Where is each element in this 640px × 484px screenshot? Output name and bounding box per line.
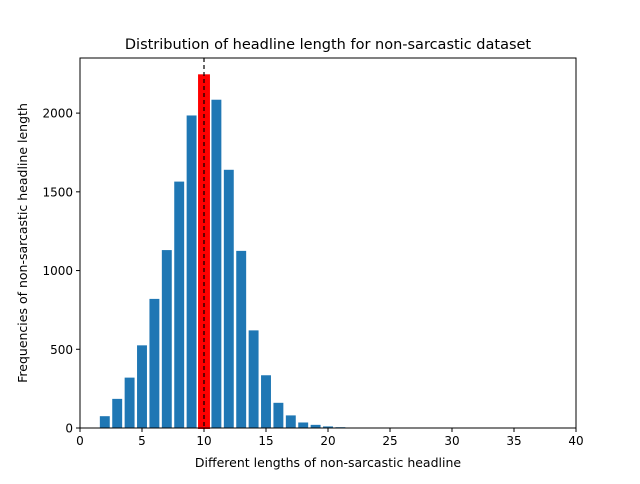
bar-length-13 bbox=[236, 251, 246, 428]
bar-length-17 bbox=[286, 415, 296, 428]
bar-length-11 bbox=[211, 100, 221, 428]
y-axis-label: Frequencies of non-sarcastic headline le… bbox=[15, 103, 30, 383]
y-tick-label: 1000 bbox=[42, 264, 73, 278]
bar-length-6 bbox=[149, 299, 159, 428]
x-tick-label: 15 bbox=[258, 434, 273, 448]
x-tick-label: 10 bbox=[196, 434, 211, 448]
x-tick-label: 25 bbox=[382, 434, 397, 448]
bar-length-4 bbox=[125, 378, 135, 428]
bar-length-3 bbox=[112, 399, 122, 428]
x-axis-label: Different lengths of non-sarcastic headl… bbox=[195, 455, 461, 470]
y-tick-label: 1500 bbox=[42, 185, 73, 199]
bar-length-9 bbox=[187, 115, 197, 428]
bar-length-2 bbox=[100, 416, 110, 428]
bar-length-15 bbox=[261, 375, 271, 428]
y-tick-label: 2000 bbox=[42, 107, 73, 121]
chart-title: Distribution of headline length for non-… bbox=[125, 37, 532, 53]
y-tick-label: 0 bbox=[65, 422, 73, 436]
bar-length-14 bbox=[249, 330, 259, 428]
bar-length-18 bbox=[298, 422, 308, 428]
y-tick-label: 500 bbox=[50, 343, 73, 357]
bar-length-7 bbox=[162, 250, 172, 428]
x-tick-label: 30 bbox=[444, 434, 459, 448]
bar-length-5 bbox=[137, 345, 147, 428]
x-tick-label: 35 bbox=[506, 434, 521, 448]
bar-length-8 bbox=[174, 182, 184, 428]
x-tick-label: 40 bbox=[568, 434, 583, 448]
x-tick-label: 5 bbox=[138, 434, 146, 448]
x-tick-label: 0 bbox=[76, 434, 84, 448]
x-tick-label: 20 bbox=[320, 434, 335, 448]
bar-length-16 bbox=[273, 403, 283, 428]
bar-length-12 bbox=[224, 170, 234, 428]
